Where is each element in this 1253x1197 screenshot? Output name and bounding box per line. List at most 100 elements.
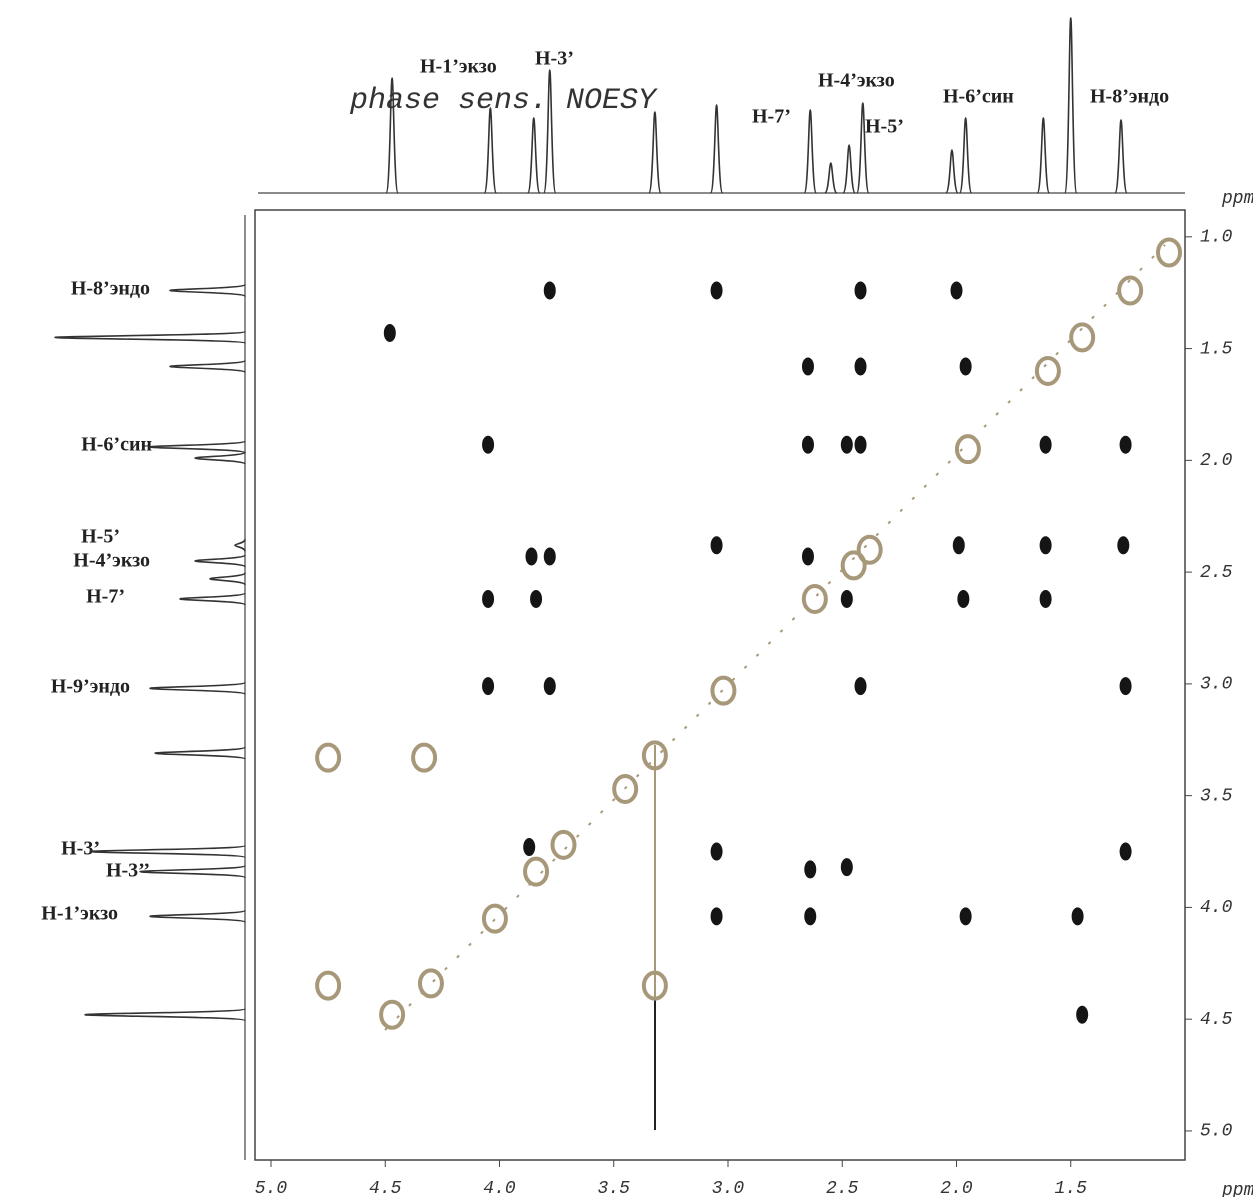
y-tick-label: 4.5	[1200, 1010, 1233, 1030]
cross-peak	[1119, 677, 1132, 696]
cross-peak	[840, 435, 853, 454]
projection-peak	[139, 864, 246, 879]
cross-peak	[1071, 907, 1084, 926]
cross-peak	[801, 547, 814, 566]
cross-peak	[1119, 842, 1132, 861]
projection-peak	[149, 909, 246, 924]
y-tick-label: 4.0	[1200, 898, 1233, 918]
y-tick-label: 3.5	[1200, 786, 1233, 806]
peak-label: H-3’’	[106, 860, 150, 882]
cross-peak	[1034, 355, 1061, 386]
projection-peak	[1114, 119, 1128, 194]
cross-peak	[954, 434, 981, 465]
peak-label: H-3’	[535, 48, 574, 70]
y-tick-label: 3.0	[1200, 675, 1233, 695]
x-tick-label: 5.0	[255, 1179, 288, 1197]
cross-peak	[481, 903, 508, 934]
projection-peak	[945, 149, 959, 194]
peak-label: H-8’эндо	[1090, 86, 1169, 108]
cross-peak	[1076, 1005, 1089, 1024]
projection-peak	[526, 117, 541, 194]
projection-peak	[169, 359, 246, 374]
projection-peak	[483, 107, 498, 194]
peak-label: H-4’экзо	[818, 70, 895, 92]
diagonal	[384, 244, 1166, 1031]
peak-label: H-5’	[865, 116, 904, 138]
cross-peak	[315, 970, 342, 1001]
projection-peak	[842, 144, 856, 194]
cross-peak	[854, 357, 867, 376]
cross-peak	[856, 534, 883, 565]
cross-peak	[523, 856, 550, 887]
cross-peak	[612, 773, 639, 804]
projection-peak	[179, 592, 246, 606]
projection-peak	[234, 539, 246, 552]
cross-peak	[523, 838, 536, 857]
cross-peak	[710, 842, 723, 861]
cross-peak	[959, 907, 972, 926]
cross-peak	[801, 357, 814, 376]
projection-peak	[169, 283, 246, 298]
cross-peak	[710, 281, 723, 300]
cross-peak	[854, 435, 867, 454]
projection-peak	[824, 162, 838, 194]
projection-peak	[209, 572, 246, 586]
peak-label: H-1’экзо	[420, 56, 497, 78]
x-tick-label: 4.5	[369, 1179, 402, 1197]
projection-peak	[194, 451, 246, 465]
cross-peak	[543, 281, 556, 300]
cross-peak	[1039, 589, 1052, 608]
cross-peak	[530, 589, 543, 608]
projection-peak	[194, 554, 246, 568]
chart-title: phase sens. NOESY	[349, 84, 658, 118]
x-tick-label: 1.5	[1055, 1179, 1088, 1197]
projection-peak	[542, 69, 557, 194]
projection-peak	[958, 117, 973, 194]
projection-peak	[856, 102, 870, 194]
projection-peak	[154, 746, 246, 760]
cross-peak	[1069, 322, 1096, 353]
y-axis-label: ppm	[1221, 189, 1253, 209]
cross-peak	[383, 323, 396, 342]
cross-peak	[801, 583, 828, 614]
peak-label: H-3’	[61, 838, 100, 860]
cross-peak	[801, 435, 814, 454]
projection-peak	[149, 681, 246, 696]
cross-peak	[379, 999, 406, 1030]
cross-peak	[315, 742, 342, 773]
cross-peak	[641, 970, 668, 1001]
cross-peak	[854, 677, 867, 696]
cross-peak	[957, 589, 970, 608]
x-tick-label: 3.0	[712, 1179, 745, 1197]
cross-peak	[525, 547, 538, 566]
x-tick-label: 2.5	[826, 1179, 859, 1197]
peak-label: H-7’	[752, 106, 791, 128]
cross-peak	[543, 547, 556, 566]
cross-peak	[950, 281, 963, 300]
cross-peak	[1156, 237, 1183, 268]
x-tick-label: 2.0	[940, 1179, 973, 1197]
cross-peak	[959, 357, 972, 376]
peak-label: H-5’	[81, 526, 120, 548]
cross-peak	[840, 550, 867, 581]
cross-peak	[710, 675, 737, 706]
peak-label: H-8’эндо	[71, 278, 150, 300]
projection-peak	[149, 440, 246, 454]
cross-peak	[854, 281, 867, 300]
y-tick-label: 5.0	[1200, 1122, 1233, 1142]
projection-peak	[803, 109, 818, 194]
cross-peak	[1117, 536, 1130, 555]
cross-peak	[550, 829, 577, 860]
peak-label: H-4’экзо	[73, 550, 150, 572]
peak-label: H-6’син	[943, 86, 1014, 108]
cross-peak	[840, 858, 853, 877]
plot-frame	[254, 209, 1186, 1161]
projection-peak	[54, 330, 246, 345]
y-tick-label: 1.0	[1200, 228, 1233, 248]
projection-peak	[648, 111, 662, 194]
cross-peak	[952, 536, 965, 555]
x-tick-label: 4.0	[483, 1179, 516, 1197]
projection-peak	[1036, 117, 1051, 194]
